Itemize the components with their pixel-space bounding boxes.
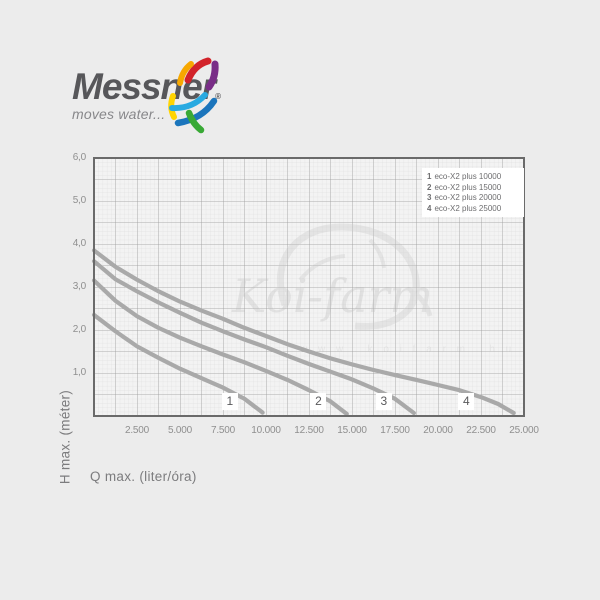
- legend-entry-number: 4: [427, 203, 432, 213]
- x-tick-label: 5.000: [167, 425, 193, 436]
- legend-entry-label: eco-X2 plus 10000: [434, 172, 502, 181]
- legend-entry-number: 2: [427, 182, 432, 192]
- watermark-text: Koi-farm: [231, 269, 433, 323]
- koi-fish-icon: [276, 223, 433, 330]
- legend-entry-3: 3 eco-X2 plus 20000: [427, 193, 520, 204]
- x-tick-label: 12.500: [294, 425, 324, 436]
- x-tick-label: 20.000: [423, 425, 453, 436]
- y-tick-label: 1,0: [72, 367, 87, 378]
- x-tick-label: 25.000: [509, 425, 539, 436]
- x-tick-label: 2.500: [124, 425, 150, 436]
- curve-label-2: 2: [310, 393, 327, 410]
- x-tick-label: 7.500: [210, 425, 236, 436]
- legend-entry-4: 4 eco-X2 plus 25000: [427, 204, 520, 215]
- brand-tagline: moves water...: [72, 106, 166, 122]
- curve-label-4: 4: [458, 393, 475, 410]
- curve-2: [91, 278, 349, 416]
- legend-entry-label: eco-X2 plus 15000: [434, 182, 502, 192]
- x-tick-label: 17.500: [380, 425, 410, 436]
- legend-entry-number: 3: [427, 193, 432, 202]
- y-tick-label: 4,0: [72, 238, 87, 249]
- x-tick-label: 15.000: [337, 425, 367, 436]
- x-tick-label: 22.500: [466, 425, 496, 436]
- y-tick-label: 6,0: [72, 152, 87, 163]
- curve-4: [91, 248, 516, 416]
- y-tick-label: 2,0: [72, 324, 87, 335]
- legend-entry-label: eco-X2 plus 20000: [434, 193, 502, 202]
- koi-farm-watermark: Koi-farm w w w . k o i f a r m . h u: [231, 223, 515, 355]
- y-tick-label: 3,0: [72, 281, 87, 292]
- registered-mark: ®: [215, 92, 221, 101]
- legend-entry-label: eco-X2 plus 25000: [434, 203, 502, 213]
- x-tick-label: 10.000: [251, 425, 281, 436]
- curve-3: [91, 259, 416, 416]
- chart-legend: 1 eco-X2 plus 10000 2 eco-X2 plus 15000 3 eco…: [422, 168, 524, 217]
- messner-logo: Messner® moves water...: [72, 57, 292, 138]
- messner-swoosh-icon: [168, 57, 219, 134]
- y-axis-title: H max. (méter): [57, 389, 73, 485]
- x-axis-title: Q max. (liter/óra): [90, 469, 197, 484]
- legend-entry-number: 1: [427, 172, 432, 181]
- curve-label-1: 1: [221, 393, 238, 410]
- y-tick-label: 5,0: [72, 195, 87, 206]
- curve-label-3: 3: [375, 393, 392, 410]
- pump-curves: [91, 248, 516, 416]
- watermark-subtext: w w w . k o i f a r m . h u: [299, 344, 515, 355]
- legend-entry-2: 2 eco-X2 plus 15000: [427, 183, 520, 194]
- plot-border: [93, 157, 525, 417]
- legend-entry-1: 1 eco-X2 plus 10000: [427, 172, 520, 183]
